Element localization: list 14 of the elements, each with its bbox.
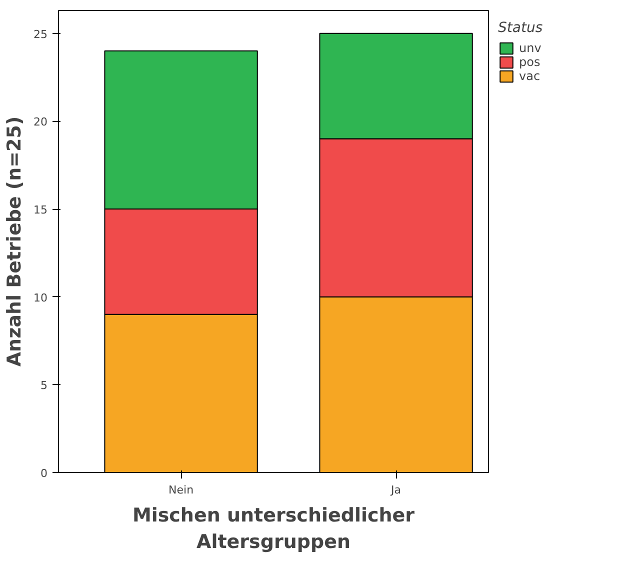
legend-label: unv — [519, 41, 542, 55]
x-axis-title: Mischen unterschiedlicher Altersgruppen — [132, 504, 416, 553]
y-axis-title: Anzahl Betriebe (n=25) — [4, 116, 26, 367]
y-tick-label: 15 — [34, 204, 48, 216]
y-tick-label: 20 — [34, 116, 48, 129]
y-tick-label: 0 — [40, 467, 48, 480]
y-tick-label: 5 — [40, 379, 48, 392]
y-tick-label: 10 — [34, 291, 48, 304]
legend-label: pos — [519, 55, 540, 69]
x-tick-label: Nein — [168, 484, 194, 496]
y-tick-label: 25 — [34, 28, 48, 41]
legend-title: Status — [498, 20, 543, 36]
legend-label: vac — [519, 69, 540, 83]
x-tick-label: Ja — [390, 484, 402, 496]
